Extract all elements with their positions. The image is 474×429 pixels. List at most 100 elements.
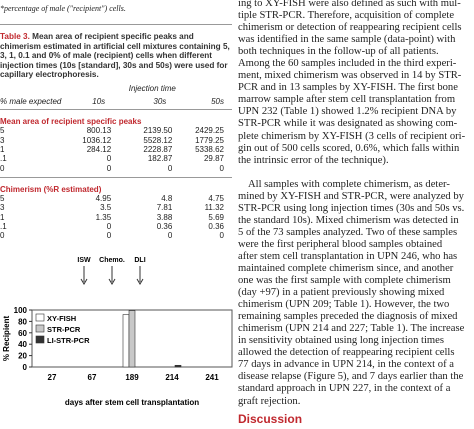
table-cell: 0 — [0, 163, 5, 173]
y-tick-label: 40 — [18, 340, 27, 349]
table-row: 1 284.12 2228.87 5338.62 — [0, 145, 232, 154]
text-line: tiple STR-PCR. Therefore, acquisition of… — [238, 10, 455, 22]
table-row: .1 0 0.36 0.36 — [0, 222, 232, 231]
table-cell: 1 — [0, 212, 5, 222]
caption-label: Table 3. — [0, 32, 30, 41]
table-cell: 5 — [0, 126, 5, 136]
table-cell: 3 — [0, 203, 5, 213]
table-row: 3 1036.12 5528.12 1779.25 — [0, 136, 232, 145]
table-row: 3 3.5 7.81 11.32 — [0, 203, 232, 212]
table-row: 1 1.35 3.88 5.69 — [0, 212, 232, 222]
text-line: 5 of the 73 samples analyzed. Two of the… — [238, 226, 458, 238]
text-line: marrow sample after stem cell transplant… — [238, 94, 456, 106]
y-tick-label: 60 — [18, 329, 27, 338]
arrow-head — [80, 278, 88, 285]
text-line: one was the first sample with complete c… — [238, 275, 451, 287]
table-cell: 1.35 — [95, 212, 112, 222]
header-cell: 50s — [211, 96, 224, 106]
table-cell: 4.8 — [161, 193, 173, 203]
table-row: 0 0 0 0 — [0, 231, 232, 240]
text-line: gin out of 500 cells scored, 0.6%, which… — [238, 142, 460, 154]
arrow-head — [108, 278, 116, 285]
legend-label: STR-PCR — [47, 325, 81, 334]
table-cell: 0 — [106, 154, 112, 164]
table-cell: 182.87 — [147, 154, 173, 164]
spacer-cell — [0, 172, 232, 178]
table-cell: .1 — [0, 154, 7, 164]
table-caption: Table 3. Mean area of recipient specific… — [0, 32, 232, 80]
legend-swatch — [35, 335, 45, 344]
header-cell — [0, 84, 73, 93]
text-line: after stem cell transplantation in UPN 2… — [238, 250, 458, 262]
section-title: Chimerism (%R estimated) — [0, 184, 102, 194]
text-line: plete chimerism by XY-FISH (3 cells of r… — [238, 130, 466, 142]
table-cell: 800.13 — [86, 126, 112, 136]
bar — [174, 364, 182, 368]
table-cell: 5.69 — [208, 212, 224, 222]
table-cell: 0 — [0, 231, 5, 241]
y-axis-label: % Recipient — [2, 315, 11, 361]
table-cell: 0.36 — [156, 221, 173, 231]
y-tick-label: 100 — [14, 306, 28, 315]
table-cell: 3.5 — [100, 203, 112, 213]
footnote: *percentage of male ("recipient") cells. — [0, 4, 126, 13]
table-cell: 0.36 — [208, 221, 224, 231]
header-group: Injection time — [128, 84, 176, 94]
table-cell: 5528.12 — [143, 135, 173, 145]
table-cell: 3 — [0, 135, 5, 145]
text-line: All samples with complete chimerism, as … — [248, 178, 450, 190]
table-cell: 0 — [106, 163, 112, 173]
table-row: 0 0 0 0 — [0, 163, 232, 173]
table-cell: 0 — [106, 231, 112, 241]
spacer — [0, 172, 232, 178]
table-cell: 4.75 — [208, 193, 224, 203]
legend-swatch — [35, 324, 45, 333]
annotation: ISW — [77, 257, 91, 264]
text-line: PCR and in 13 samples by XY-FISH. The fi… — [238, 82, 458, 94]
header-cell: % male expected — [0, 96, 62, 106]
rule — [0, 24, 232, 25]
text-line: ment, mixed chimerism was observed in 14… — [238, 70, 462, 82]
table-cell: 2139.50 — [143, 126, 173, 136]
text-line: ing to XY-FISH were also defined as such… — [238, 0, 461, 9]
arrow-head — [136, 278, 144, 285]
table-cell: 29.87 — [203, 154, 224, 164]
text-line: both techniques in the follow-up of all … — [238, 46, 439, 58]
x-tick-label: 67 — [88, 373, 97, 382]
table-cell: 1779.25 — [195, 135, 224, 145]
table-cell: 0 — [167, 163, 173, 173]
bar — [122, 314, 130, 368]
table-row: .1 0 182.87 29.87 — [0, 154, 232, 163]
legend-swatch — [35, 313, 45, 322]
table-cell: 3.88 — [156, 212, 173, 222]
x-tick-label: 27 — [48, 373, 57, 382]
text-line: STR-PCR while it was designated as showi… — [238, 118, 458, 130]
table-cell: 5 — [0, 193, 5, 203]
table-cell: 5338.62 — [195, 145, 224, 155]
header-cell: 10s — [92, 96, 106, 106]
y-tick-label: 0 — [23, 363, 28, 372]
text-line: chimerism or detection of reappearing re… — [238, 22, 462, 34]
text-line: disease relapse (Figure 5), and 7 days e… — [238, 371, 464, 383]
table-cell: 7.81 — [156, 203, 173, 213]
table-cell: 0 — [219, 231, 224, 241]
y-tick-label: 20 — [18, 352, 27, 361]
header-row: % male expected 10s 30s 50s — [0, 93, 232, 110]
header-cell: 30s — [153, 96, 167, 106]
annotation: Chemo. — [99, 257, 125, 264]
table: Injection time % male expected 10s 30s 50s Me… — [0, 84, 232, 240]
text-line: (day +97) in a patient previously showin… — [238, 287, 445, 299]
x-tick-label: 241 — [205, 373, 219, 382]
table-cell: 0 — [167, 231, 173, 241]
caption-text: Mean area of recipient specific peaks an… — [0, 32, 230, 80]
section-heading: Discussion — [238, 412, 303, 426]
table-cell: 0 — [219, 163, 224, 173]
text-line: mined by XY-FISH and STR-PCR, were analy… — [238, 190, 464, 202]
text-line: in sensitivity obtained using long injec… — [238, 335, 444, 347]
text-line: Among the 60 samples included in the thi… — [238, 58, 457, 70]
text-line: remaining samples preceded the diagnosis… — [238, 311, 458, 323]
text-line: STR-PCR using long injection times (30s … — [238, 202, 465, 214]
section-row: Chimerism (%R estimated) — [0, 177, 232, 194]
chart: 0 20 40 60 80 100% Recipient 27 67 189 214 241 days… — [2, 257, 233, 407]
